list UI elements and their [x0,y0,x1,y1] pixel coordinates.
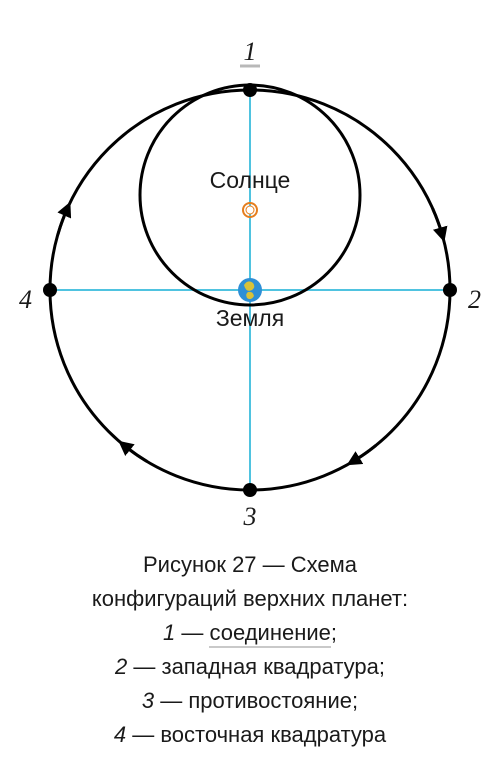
orbit-diagram: Солнце Земля 1 2 3 4 [0,0,500,540]
caption-item-1: 1 — соединение; [10,616,490,650]
caption-item-separator: — [127,654,161,679]
caption-item-separator: — [154,688,188,713]
caption-item-tail: ; [331,620,337,645]
point-label-1: 1 [244,37,257,66]
caption-item-text: противостояние [188,688,352,713]
point-label-2: 2 [468,285,481,314]
caption-item-4: 4 — восточная квадратура [10,718,490,752]
caption-item-text: соединение [209,620,330,648]
caption-item-separator: — [126,722,160,747]
earth-label: Земля [216,305,284,331]
caption-item-number: 2 [115,654,127,679]
caption-title-line1: Рисунок 27 — Схема [10,548,490,582]
caption-item-number: 3 [142,688,154,713]
caption-item-text: западная квадратура [161,654,378,679]
caption-item-tail: ; [352,688,358,713]
caption-item-text: восточная квадратура [160,722,386,747]
point-label-4: 4 [19,285,32,314]
caption-item-number: 4 [114,722,126,747]
caption-item-tail: ; [379,654,385,679]
caption-item-2: 2 — западная квадратура; [10,650,490,684]
sun-label: Солнце [210,167,291,193]
figure-caption: Рисунок 27 — Схема конфигураций верхних … [10,548,490,753]
caption-item-3: 3 — противостояние; [10,684,490,718]
caption-item-number: 1 [163,620,175,645]
point-label-3: 3 [243,502,257,531]
caption-item-separator: — [175,620,209,645]
caption-title-line2: конфигураций верхних планет: [10,582,490,616]
